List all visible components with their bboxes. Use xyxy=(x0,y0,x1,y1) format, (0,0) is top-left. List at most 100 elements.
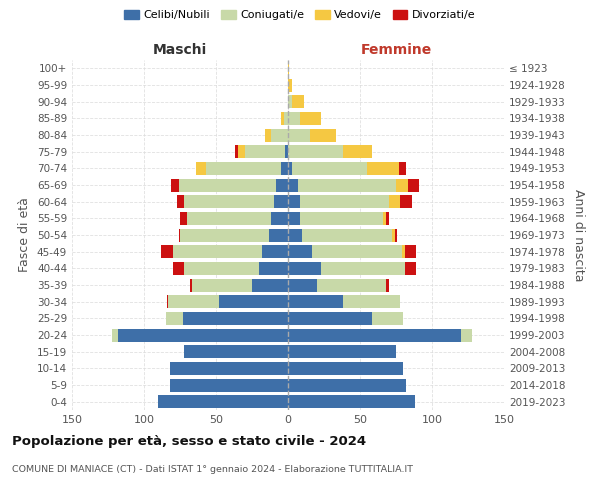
Bar xyxy=(288,295,343,308)
Bar xyxy=(288,362,403,375)
Bar xyxy=(190,278,191,291)
Bar xyxy=(407,178,419,192)
Bar xyxy=(158,395,288,408)
Bar xyxy=(172,178,179,192)
Bar xyxy=(288,345,396,358)
Bar xyxy=(274,195,288,208)
Bar xyxy=(367,162,399,175)
Bar xyxy=(196,162,206,175)
Bar xyxy=(288,228,302,241)
Bar xyxy=(302,228,392,241)
Bar xyxy=(288,395,415,408)
Bar xyxy=(167,295,169,308)
Bar xyxy=(281,162,288,175)
Bar xyxy=(288,145,343,158)
Bar xyxy=(404,262,416,275)
Bar xyxy=(299,212,383,225)
Bar xyxy=(177,195,184,208)
Y-axis label: Anni di nascita: Anni di nascita xyxy=(572,188,585,281)
Bar xyxy=(288,195,299,208)
Bar xyxy=(288,262,321,275)
Bar xyxy=(317,278,386,291)
Bar xyxy=(371,312,403,325)
Bar xyxy=(288,245,313,258)
Bar xyxy=(288,278,317,291)
Bar xyxy=(298,178,396,192)
Bar xyxy=(169,295,219,308)
Bar xyxy=(170,362,288,375)
Bar xyxy=(404,245,416,258)
Y-axis label: Fasce di età: Fasce di età xyxy=(19,198,31,272)
Bar xyxy=(179,228,180,241)
Bar xyxy=(288,112,299,125)
Bar xyxy=(299,195,389,208)
Bar xyxy=(219,295,288,308)
Bar xyxy=(235,145,238,158)
Text: Maschi: Maschi xyxy=(153,42,207,56)
Bar xyxy=(271,128,288,141)
Bar xyxy=(184,262,259,275)
Bar xyxy=(288,178,298,192)
Text: Popolazione per età, sesso e stato civile - 2024: Popolazione per età, sesso e stato civil… xyxy=(12,435,366,448)
Bar xyxy=(288,212,299,225)
Bar xyxy=(269,228,288,241)
Bar xyxy=(288,378,406,392)
Bar xyxy=(288,95,292,108)
Bar xyxy=(166,312,183,325)
Bar xyxy=(292,95,304,108)
Bar xyxy=(299,112,321,125)
Bar xyxy=(400,195,412,208)
Bar xyxy=(262,245,288,258)
Legend: Celibi/Nubili, Coniugati/e, Vedovi/e, Divorziati/e: Celibi/Nubili, Coniugati/e, Vedovi/e, Di… xyxy=(120,6,480,25)
Bar xyxy=(288,62,289,75)
Bar xyxy=(118,328,288,342)
Bar xyxy=(321,262,404,275)
Bar xyxy=(288,162,292,175)
Bar xyxy=(112,328,118,342)
Bar xyxy=(343,145,371,158)
Bar xyxy=(386,212,389,225)
Bar xyxy=(288,78,292,92)
Bar xyxy=(161,245,173,258)
Bar xyxy=(191,278,252,291)
Bar xyxy=(343,295,400,308)
Bar xyxy=(281,112,284,125)
Bar xyxy=(184,345,288,358)
Bar xyxy=(170,378,288,392)
Bar xyxy=(245,145,285,158)
Bar xyxy=(173,245,262,258)
Bar xyxy=(183,312,288,325)
Bar xyxy=(184,195,274,208)
Bar xyxy=(288,312,371,325)
Bar xyxy=(386,278,389,291)
Bar xyxy=(180,228,269,241)
Bar xyxy=(288,128,310,141)
Bar xyxy=(395,228,397,241)
Bar xyxy=(252,278,288,291)
Bar xyxy=(265,128,271,141)
Bar xyxy=(277,178,288,192)
Bar xyxy=(399,162,406,175)
Bar xyxy=(180,212,187,225)
Bar xyxy=(389,195,400,208)
Bar xyxy=(259,262,288,275)
Bar xyxy=(284,112,288,125)
Bar xyxy=(187,212,271,225)
Bar xyxy=(310,128,335,141)
Bar xyxy=(173,262,184,275)
Bar xyxy=(383,212,386,225)
Bar xyxy=(402,245,404,258)
Bar xyxy=(285,145,288,158)
Bar xyxy=(288,328,461,342)
Text: COMUNE DI MANIACE (CT) - Dati ISTAT 1° gennaio 2024 - Elaborazione TUTTITALIA.IT: COMUNE DI MANIACE (CT) - Dati ISTAT 1° g… xyxy=(12,465,413,474)
Bar xyxy=(271,212,288,225)
Bar xyxy=(313,245,402,258)
Bar xyxy=(238,145,245,158)
Bar xyxy=(179,178,277,192)
Bar xyxy=(461,328,472,342)
Bar xyxy=(392,228,395,241)
Bar xyxy=(206,162,281,175)
Text: Femmine: Femmine xyxy=(361,42,431,56)
Bar xyxy=(292,162,367,175)
Bar xyxy=(396,178,407,192)
